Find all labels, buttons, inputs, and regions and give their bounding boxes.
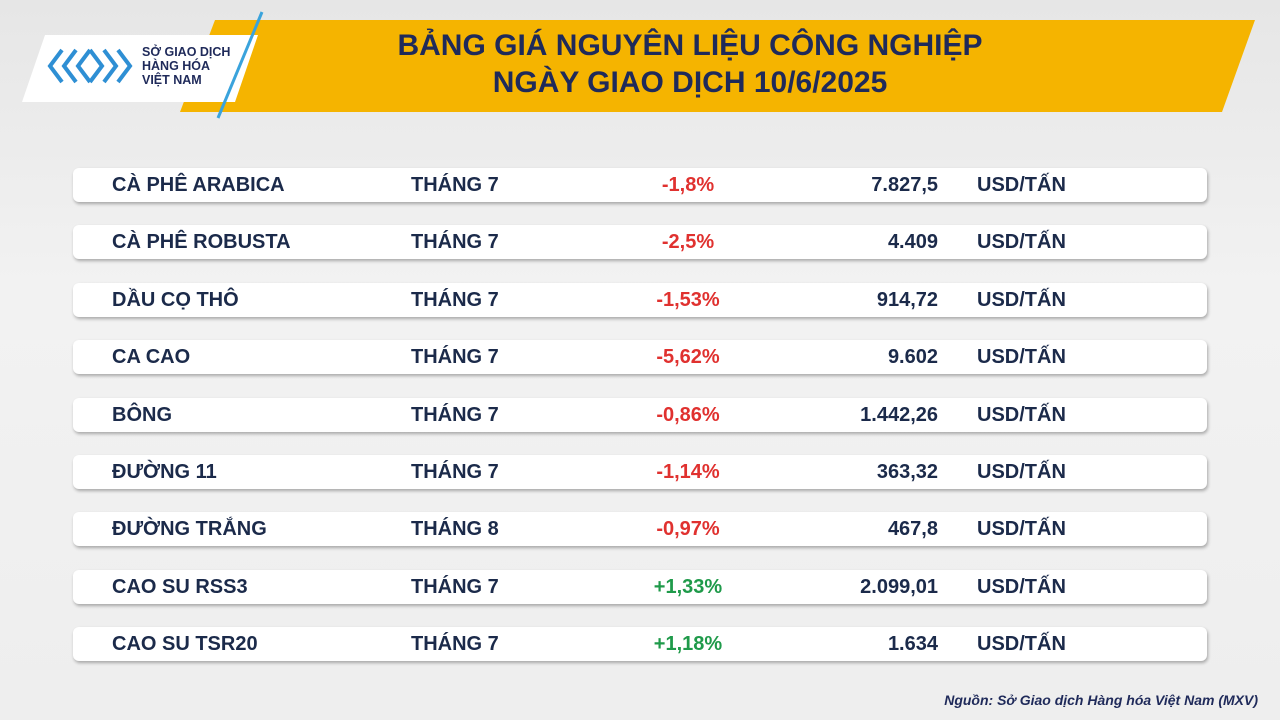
table-row: CAO SU RSS3 THÁNG 7 +1,33% 2.099,01 USD/TẤN <box>73 569 1207 604</box>
contract-month: THÁNG 7 <box>411 575 499 598</box>
price: 4.409 <box>887 231 938 254</box>
contract-month: THÁNG 8 <box>411 518 499 541</box>
header-band <box>180 20 1255 112</box>
logo-text: HÀNG HÓA <box>142 59 211 73</box>
change: +1,33% <box>653 575 723 598</box>
unit: USD/TẤN <box>977 288 1066 311</box>
unit: USD/TẤN <box>977 575 1066 598</box>
commodity: CÀ PHÊ ROBUSTA <box>112 231 291 254</box>
unit: USD/TẤN <box>977 403 1066 426</box>
unit: USD/TẤN <box>977 633 1066 656</box>
commodity: DẦU CỌ THÔ <box>112 288 239 311</box>
table-row: ĐƯỜNG TRẮNG THÁNG 8 -0,97% 467,8 USD/TẤN <box>73 512 1207 547</box>
commodity: CÀ PHÊ ARABICA <box>112 174 285 196</box>
price: 9.602 <box>887 346 938 369</box>
logo-icon <box>47 48 133 84</box>
contract-month: THÁNG 7 <box>411 633 499 656</box>
contract-month: THÁNG 7 <box>411 403 499 426</box>
change: -1,14% <box>656 461 720 483</box>
contract-month: THÁNG 7 <box>411 231 499 254</box>
contract-month: THÁNG 7 <box>411 461 499 483</box>
change: -2,5% <box>661 231 715 254</box>
commodity: BÔNG <box>112 403 172 426</box>
table-row: ĐƯỜNG 11 THÁNG 7 -1,14% 363,32 USD/TẤN <box>73 455 1207 489</box>
commodity: CAO SU RSS3 <box>112 575 248 598</box>
unit: USD/TẤN <box>977 231 1066 254</box>
table-row: DẦU CỌ THÔ THÁNG 7 -1,53% 914,72 USD/TẤN <box>73 282 1207 317</box>
price: 914,72 <box>876 288 938 311</box>
contract-month: THÁNG 7 <box>411 346 499 369</box>
change: -5,62% <box>656 346 720 369</box>
table-row: CA CAO THÁNG 7 -5,62% 9.602 USD/TẤN <box>73 340 1207 375</box>
table-row: CÀ PHÊ ARABICA THÁNG 7 -1,8% 7.827,5 USD/TẤN <box>73 168 1207 202</box>
contract-month: THÁNG 7 <box>411 174 499 196</box>
price: 2.099,01 <box>860 575 938 598</box>
contract-month: THÁNG 7 <box>411 288 499 311</box>
change: -0,97% <box>656 518 720 541</box>
commodity: CA CAO <box>112 346 191 369</box>
logo-text: SỞ GIAO DỊCH <box>142 45 231 59</box>
accent-line <box>216 11 264 119</box>
logo-panel <box>22 35 258 102</box>
change: -1,53% <box>656 288 720 311</box>
price: 363,32 <box>876 461 938 483</box>
price: 1.442,26 <box>860 403 938 426</box>
commodity: ĐƯỜNG 11 <box>112 461 217 483</box>
change: +1,18% <box>653 633 723 656</box>
unit: USD/TẤN <box>977 174 1066 196</box>
table-row: CÀ PHÊ ROBUSTA THÁNG 7 -2,5% 4.409 USD/TẤN <box>73 225 1207 260</box>
table-row: CAO SU TSR20 THÁNG 7 +1,18% 1.634 USD/TẤN <box>73 627 1207 662</box>
unit: USD/TẤN <box>977 518 1066 541</box>
price: 1.634 <box>887 633 938 656</box>
commodity: ĐƯỜNG TRẮNG <box>112 518 267 541</box>
price: 467,8 <box>887 518 938 541</box>
change: -0,86% <box>656 403 720 426</box>
logo-text: VIỆT NAM <box>142 73 202 87</box>
unit: USD/TẤN <box>977 346 1066 369</box>
table-row: BÔNG THÁNG 7 -0,86% 1.442,26 USD/TẤN <box>73 397 1207 432</box>
title: BẢNG GIÁ NGUYÊN LIỆU CÔNG NGHIỆP <box>397 29 983 62</box>
price: 7.827,5 <box>871 174 938 196</box>
unit: USD/TẤN <box>977 461 1066 483</box>
title: NGÀY GIAO DỊCH 10/6/2025 <box>492 66 888 99</box>
source: Nguồn: Sở Giao dịch Hàng hóa Việt Nam (M… <box>944 692 1258 708</box>
change: -1,8% <box>661 174 715 196</box>
commodity: CAO SU TSR20 <box>112 633 258 656</box>
